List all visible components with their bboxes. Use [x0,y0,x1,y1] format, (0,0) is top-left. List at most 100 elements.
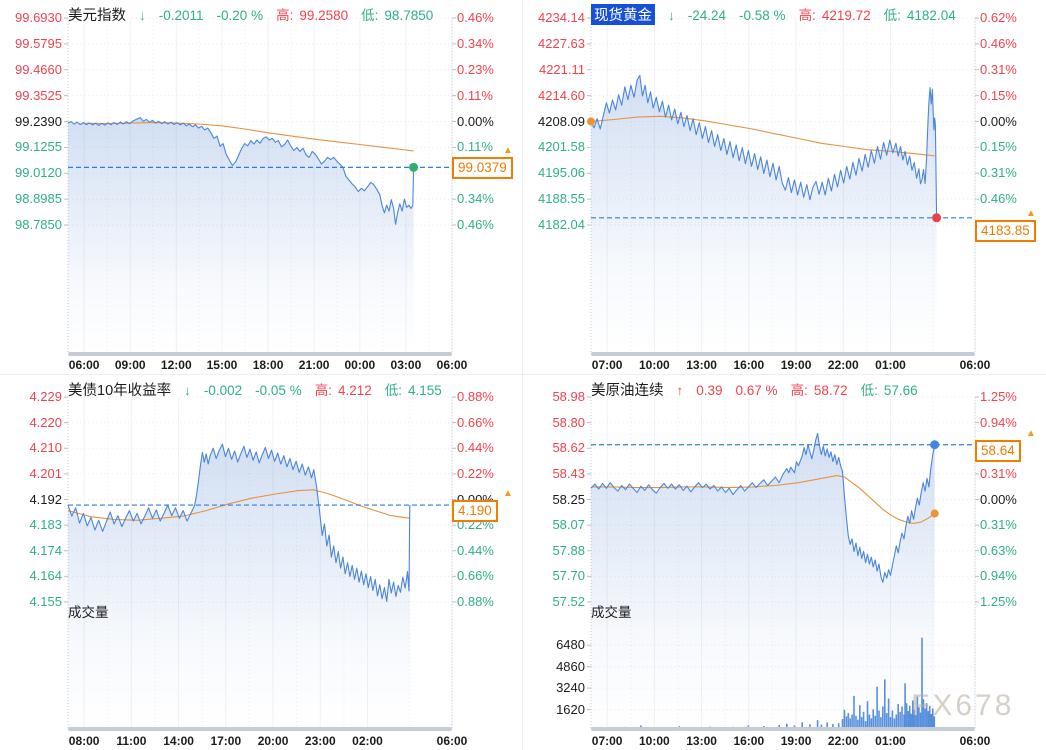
x-axis-label: 09:00 [114,358,146,372]
high-group: 高: [314,383,332,398]
y-axis-label: 57.70 [552,568,585,584]
chart-canvas[interactable] [0,375,523,750]
y-axis-label: 4.229 [29,389,62,404]
pct-axis-label: 0.11% [457,87,493,103]
x-axis-label: 12:00 [160,358,192,372]
pct-axis-label: 0.46% [980,35,1017,51]
y-axis-label: 99.4660 [15,61,62,77]
pct-axis-label: 0.00% [457,113,494,129]
watermark: FX678 [911,689,1015,722]
price-up-arrow-icon: ▲ [1026,207,1036,219]
y-axis-label: 4.183 [29,517,62,533]
panel-crude-oil: 美原油连续 ↑ 0.39 0.67 % 高: 58.72 低: 57.66 58.98 58.80… [523,375,1046,750]
low-group: 低: [361,8,379,23]
volume-title: 成交量 [591,605,632,620]
price-area-fill [591,433,935,728]
change-arrow-icon: ↓ [139,8,146,23]
chart-header: 现货黄金 ↓ -24.24 -0.58 % 高: 4219.72 低: 4182.04 [591,4,956,25]
pct-axis-label: 0.31% [980,517,1017,533]
panel-divider-horizontal [0,374,1046,375]
x-axis-label: 10:00 [639,358,670,372]
low-value: 4.155 [408,383,442,398]
pct-axis-label: 0.31% [980,61,1017,77]
instrument-title: 美元指数 [68,8,126,24]
y-axis-label: 4214.60 [538,87,585,103]
pct-axis-label: 0.15% [980,139,1017,155]
high-group: 高: [798,8,816,23]
y-axis-label: 4.164 [29,568,62,584]
pct-axis-label: 0.62% [980,10,1017,25]
pct-axis-label: 0.88% [457,594,494,609]
current-price-value: 99.0379 [458,160,507,176]
average-price-line [591,475,936,524]
price-marker-dot [587,117,595,126]
x-axis-label: 03:00 [390,358,422,372]
x-axis-label: 07:00 [591,358,623,372]
pct-axis-label: 0.88% [457,389,494,404]
pct-axis-label: 0.94% [980,414,1017,430]
pct-axis-label: 1.25% [980,594,1017,609]
x-axis-label: 15:00 [206,358,238,372]
change-arrow-icon: ↓ [668,8,675,23]
price-marker-dot [409,162,419,172]
x-axis-label: 21:00 [298,358,330,372]
x-axis-label: 16:00 [733,734,765,748]
x-axis-label: 13:00 [686,734,717,748]
change-percent: -0.58 % [739,8,786,23]
y-axis-label: 57.52 [552,594,585,609]
h-scrollbar[interactable] [68,727,452,731]
pct-axis-label: 0.66% [457,414,494,430]
panel-usd-index: 美元指数 ↓ -0.2011 -0.20 % 高: 99.2580 低: 98.7850 99.… [0,0,523,375]
price-area-fill [591,75,937,354]
y-axis-label: 4188.55 [538,191,585,207]
chart-header: 美原油连续 ↑ 0.39 0.67 % 高: 58.72 低: 57.66 [591,379,918,400]
volume-title: 成交量 [68,605,109,620]
x-axis-label: 20:00 [257,734,289,748]
price-up-arrow-icon: ▲ [503,488,513,500]
chart-header: 美债10年收益率 ↓ -0.002 -0.05 % 高: 4.212 低: 4.155 [68,379,442,400]
y-axis-label: 4201.58 [538,139,585,155]
x-axis-label: 22:00 [827,734,859,748]
panel-spot-gold: 现货黄金 ↓ -24.24 -0.58 % 高: 4219.72 低: 4182.04 4234… [523,0,1046,375]
h-scrollbar[interactable] [68,352,452,356]
price-marker-dot [930,509,939,518]
y-axis-label: 99.6930 [15,10,62,25]
high-value: 99.2580 [299,8,349,23]
pct-axis-label: 0.94% [980,568,1017,584]
h-scrollbar[interactable] [591,727,975,731]
chart-canvas[interactable] [523,0,1046,375]
pct-axis-label: 0.34% [457,35,494,51]
price-marker-dot [932,213,942,223]
chart-canvas[interactable] [0,0,523,375]
change-value: -0.2011 [158,8,204,23]
y-axis-label: 4221.11 [538,61,585,77]
change-value: -24.24 [687,8,727,23]
y-axis-label: 99.5795 [15,35,62,51]
y-axis-label: 4208.09 [538,113,585,129]
pct-axis-label: 0.31% [980,465,1017,481]
change-value: 0.39 [696,383,723,398]
current-price-box: 4183.85 [975,219,1036,242]
volume-axis-label: 1620 [556,701,585,717]
current-price-value: 4.190 [458,503,492,519]
pct-axis-label: 0.34% [457,191,494,207]
panel-us10y-yield: 美债10年收益率 ↓ -0.002 -0.05 % 高: 4.212 低: 4.155 4.22… [0,375,523,750]
high-group: 高: [276,8,294,23]
chart-header: 美元指数 ↓ -0.2011 -0.20 % 高: 99.2580 低: 98.7850 [68,4,433,25]
h-scrollbar[interactable] [591,352,975,356]
current-price-box: 99.0379 [452,157,513,180]
change-percent: -0.20 % [216,8,264,23]
y-axis-label: 58.25 [552,491,585,507]
y-axis-label: 99.3525 [15,87,62,103]
x-axis-label: 08:00 [68,734,100,748]
x-axis-label: 06:00 [436,734,468,748]
pct-axis-label: 0.44% [457,542,494,558]
y-axis-label: 4.201 [29,465,62,481]
y-axis-label: 4.210 [29,440,62,456]
y-axis-label: 58.62 [552,440,585,456]
low-value: 4182.04 [906,8,956,23]
current-price-box: 58.64 [975,439,1021,462]
chart-canvas[interactable] [523,375,1046,750]
y-axis-label: 58.98 [552,389,585,404]
